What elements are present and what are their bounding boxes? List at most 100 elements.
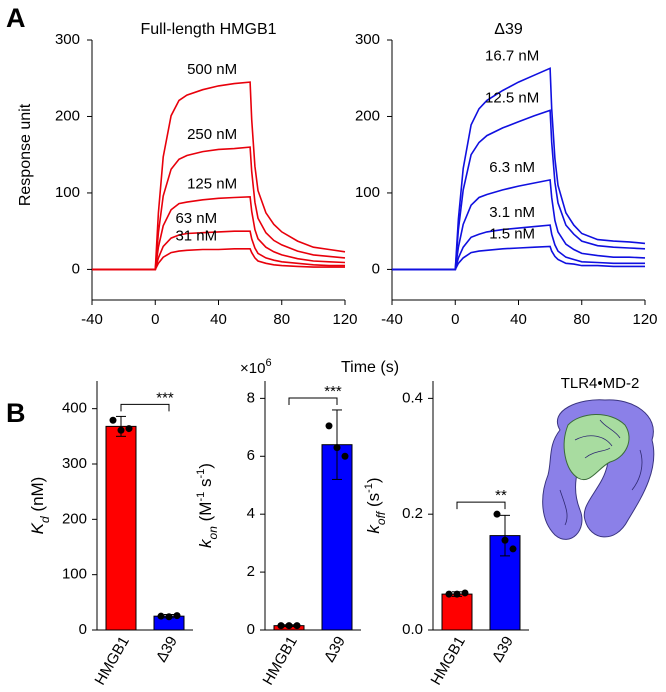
significance-bracket — [288, 397, 338, 405]
data-point — [173, 612, 181, 620]
x-tick-label: HMGB1 — [92, 633, 133, 688]
significance-label: *** — [156, 389, 174, 406]
x-tick-label: Δ39 — [321, 633, 349, 665]
panel-label: B — [6, 398, 26, 428]
series-line — [92, 81, 346, 271]
series-label: 31 nM — [175, 228, 217, 245]
y-tick-label: 100 — [355, 184, 380, 201]
x-tick-label: 0 — [451, 311, 459, 328]
label-part: (M — [196, 502, 215, 527]
x-tick-label: 40 — [510, 311, 527, 328]
chart-title: Δ39 — [494, 21, 523, 38]
y-tick-label: 200 — [355, 107, 380, 124]
y-tick-label: 4 — [247, 505, 255, 522]
significance-bracket — [120, 403, 170, 412]
y-axis-label: kon (M-1 s-1) — [195, 463, 220, 548]
y-axis-label: koff (s-1) — [363, 477, 388, 533]
series-label: 6.3 nM — [489, 159, 535, 176]
series-label: 12.5 nM — [485, 89, 539, 106]
y-axis-label: Kd (nM) — [28, 477, 52, 535]
series-label: 3.1 nM — [489, 204, 535, 221]
label-part: k — [364, 524, 383, 534]
data-point — [109, 416, 117, 424]
series-line — [392, 245, 645, 271]
y-tick-label: 0 — [72, 260, 80, 277]
axis-multiplier: ×106 — [240, 357, 272, 377]
series-line — [92, 248, 345, 271]
y-tick-label: 100 — [55, 184, 80, 201]
label-part: ) — [196, 463, 215, 469]
series-label: 500 nM — [187, 61, 237, 78]
significance-bracket — [456, 501, 506, 510]
label-part: s — [196, 479, 215, 492]
label-part: d — [38, 516, 52, 523]
data-point — [285, 622, 293, 630]
series-line — [392, 109, 646, 271]
series-line — [92, 195, 346, 271]
data-point — [293, 622, 301, 630]
y-tick-label: 6 — [247, 447, 255, 464]
x-tick-label: HMGB1 — [260, 633, 301, 688]
data-point — [125, 425, 133, 433]
series-label: 1.5 nM — [489, 225, 535, 242]
y-tick-label: 0.2 — [402, 505, 423, 522]
label-part: (s — [364, 493, 383, 512]
series-label: 63 nM — [175, 210, 217, 227]
data-point — [509, 545, 517, 553]
data-point — [461, 589, 469, 597]
data-point — [501, 536, 509, 544]
series-line — [392, 178, 646, 271]
surface-detail — [559, 419, 643, 526]
label-part: k — [196, 538, 215, 548]
label-part: -1 — [363, 483, 375, 493]
y-tick-label: 400 — [62, 400, 87, 417]
data-point — [333, 444, 341, 452]
x-tick-label: HMGB1 — [428, 633, 469, 688]
series-line — [92, 146, 346, 271]
x-tick-label: -40 — [81, 311, 103, 328]
data-point — [117, 426, 125, 434]
data-point — [165, 613, 173, 621]
series-label: 16.7 nM — [485, 47, 539, 64]
x-tick-label: 80 — [273, 311, 290, 328]
x-tick-label: Δ39 — [153, 633, 181, 665]
y-tick-label: 0.4 — [402, 389, 423, 406]
label-part: K — [28, 522, 47, 534]
y-tick-label: 200 — [55, 107, 80, 124]
series-label: 125 nM — [187, 176, 237, 193]
bar — [441, 593, 473, 631]
label-part: on — [206, 526, 220, 540]
data-point — [325, 422, 333, 430]
x-tick-label: -40 — [381, 311, 403, 328]
y-tick-label: 0 — [247, 621, 255, 638]
x-tick-label: 120 — [632, 311, 657, 328]
label-part: -1 — [195, 469, 207, 479]
significance-label: *** — [324, 383, 342, 400]
series-line — [392, 67, 646, 271]
x-tick-label: Δ39 — [489, 633, 517, 665]
label-part: (nM) — [28, 477, 47, 517]
y-tick-label: 300 — [55, 31, 80, 48]
y-tick-label: 2 — [247, 563, 255, 580]
panel-label: A — [6, 3, 26, 33]
x-tick-label: 120 — [332, 311, 357, 328]
y-tick-label: 300 — [355, 31, 380, 48]
y-tick-label: 100 — [62, 566, 87, 583]
label-part: ) — [364, 477, 383, 483]
x-axis-label: Time (s) — [341, 359, 399, 376]
protein-structure — [542, 399, 655, 540]
y-axis-label: Response unit — [17, 103, 34, 206]
y-tick-label: 8 — [247, 389, 255, 406]
y-tick-label: 200 — [62, 510, 87, 527]
series-label: 250 nM — [187, 126, 237, 143]
x-tick-label: 0 — [151, 311, 159, 328]
data-point — [453, 590, 461, 598]
label-part: off — [374, 510, 388, 525]
label-part: ×10 — [240, 360, 265, 377]
series-line — [92, 230, 345, 271]
y-tick-label: 0 — [79, 621, 87, 638]
label-part: -1 — [195, 492, 207, 502]
chart-title: Full-length HMGB1 — [140, 21, 276, 38]
y-tick-label: 0.0 — [402, 621, 423, 638]
